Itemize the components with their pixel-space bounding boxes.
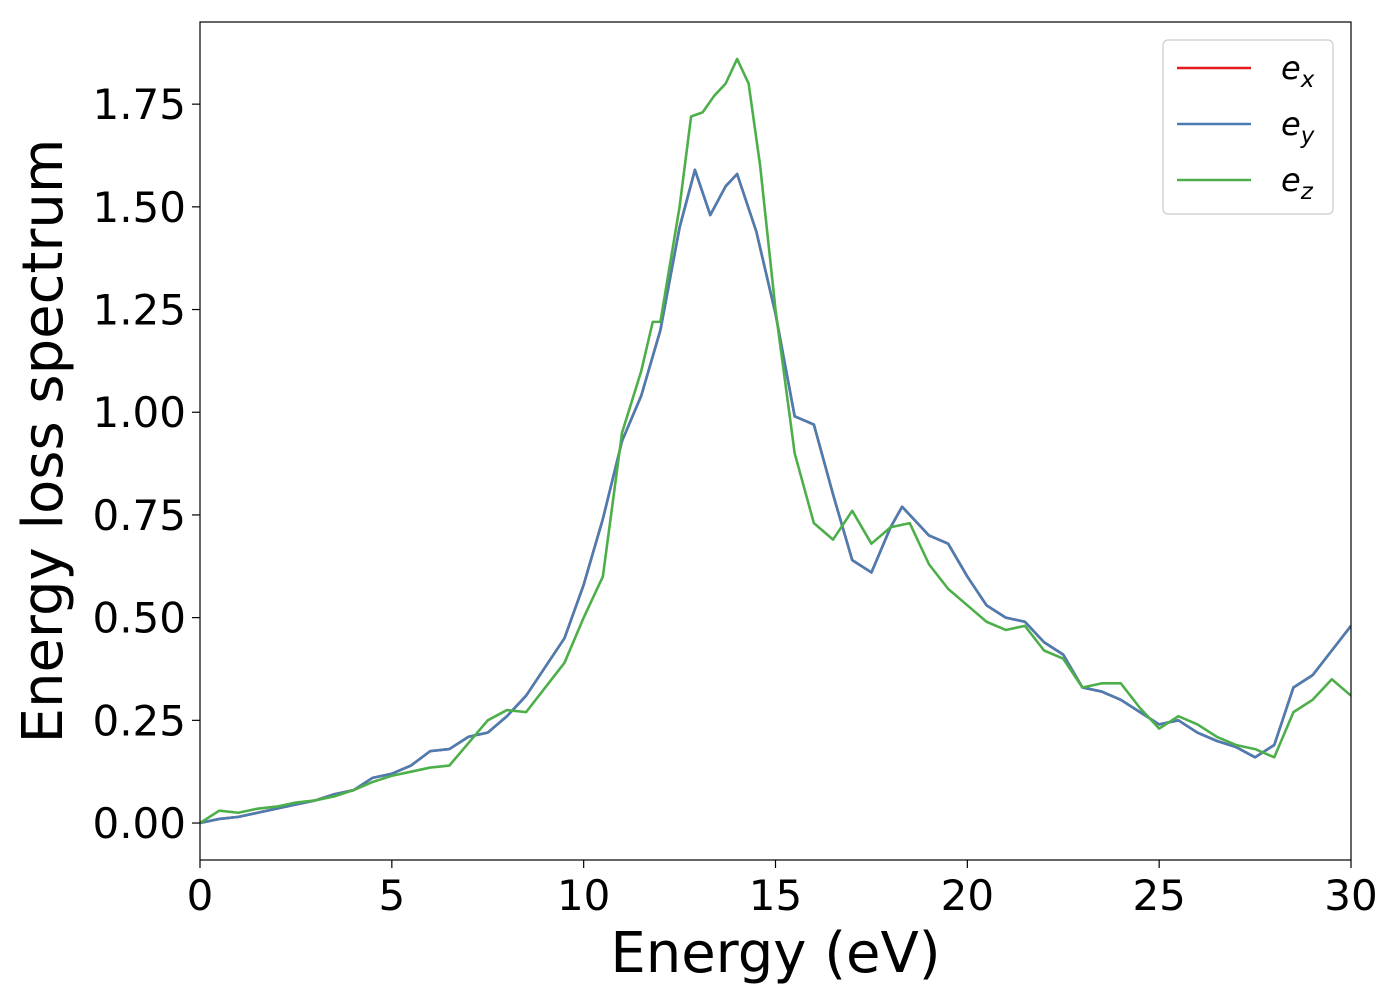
x-tick-label: 10 bbox=[557, 871, 610, 920]
y-tick-label: 0.75 bbox=[92, 491, 186, 540]
legend-label-subscript: z bbox=[1300, 179, 1314, 205]
x-tick-label: 15 bbox=[749, 871, 802, 920]
y-tick-label: 1.00 bbox=[92, 388, 186, 437]
x-axis-title: Energy (eV) bbox=[610, 921, 940, 986]
y-tick-label: 1.75 bbox=[92, 80, 186, 129]
legend-label-subscript: x bbox=[1300, 67, 1315, 93]
x-axis: 0 5 10 15 20 25 30 bbox=[187, 860, 1378, 920]
y-tick-label: 0.00 bbox=[92, 799, 186, 848]
legend-label-e-y: ey bbox=[1281, 105, 1315, 149]
x-tick-label: 20 bbox=[941, 871, 994, 920]
y-axis: 0.00 0.25 0.50 0.75 1.00 1.25 1.50 1.75 bbox=[92, 80, 200, 848]
x-tick-label: 30 bbox=[1324, 871, 1377, 920]
legend-label-e-z: ez bbox=[1281, 161, 1314, 205]
y-tick-label: 0.25 bbox=[92, 696, 186, 745]
x-tick-label: 0 bbox=[187, 871, 214, 920]
series-line-e-z bbox=[200, 57, 1351, 825]
legend-label-base: e bbox=[1281, 161, 1301, 199]
x-tick-label: 5 bbox=[378, 871, 405, 920]
legend-label-base: e bbox=[1281, 105, 1301, 143]
y-tick-label: 1.25 bbox=[92, 286, 186, 335]
legend-label-e-x: ex bbox=[1281, 49, 1315, 93]
y-axis-title: Energy loss spectrum bbox=[11, 139, 76, 744]
legend-box bbox=[1162, 39, 1334, 215]
series-layer bbox=[200, 57, 1351, 825]
x-tick-label: 25 bbox=[1132, 871, 1185, 920]
y-tick-label: 1.50 bbox=[92, 183, 186, 232]
y-tick-label: 0.50 bbox=[92, 594, 186, 643]
legend-label-base: e bbox=[1281, 49, 1301, 87]
legend-label-subscript: y bbox=[1300, 123, 1315, 149]
